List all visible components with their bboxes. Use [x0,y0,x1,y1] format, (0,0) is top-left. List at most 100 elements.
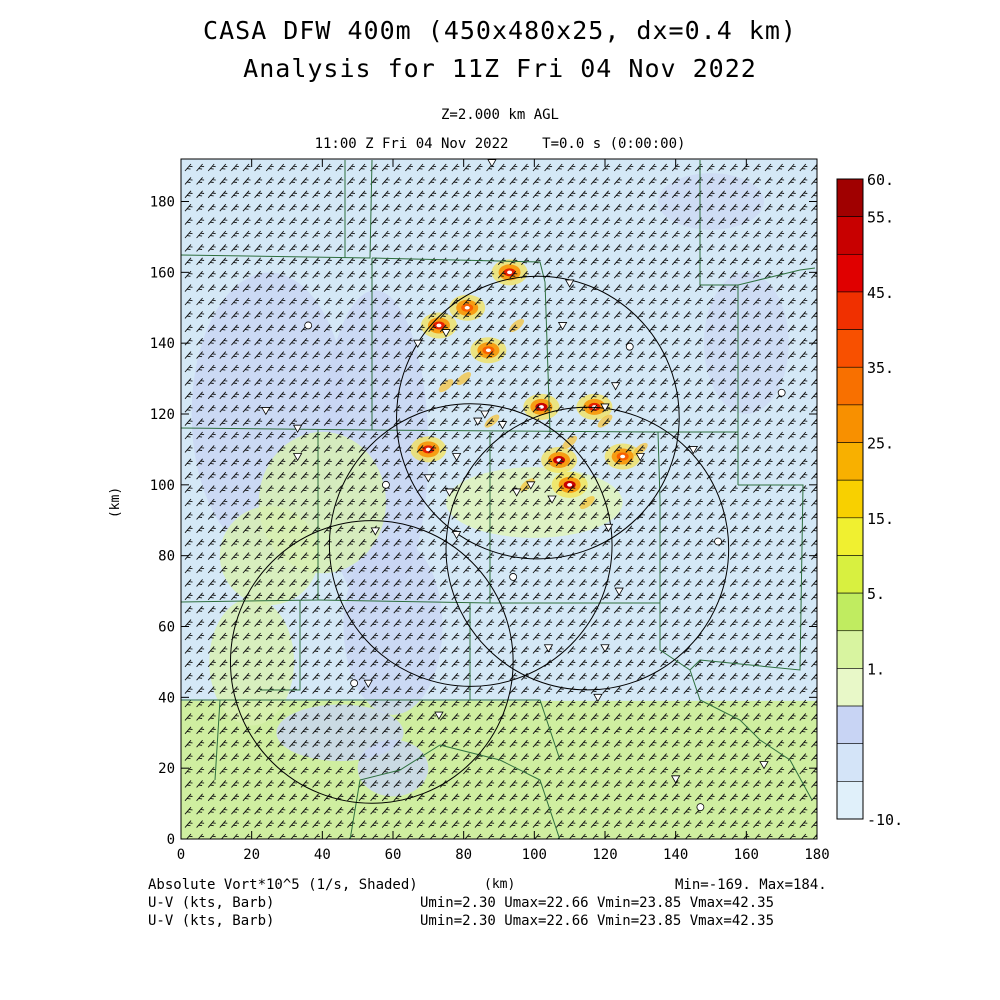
footer-field3: U-V (kts, Barb) [148,913,275,929]
colorbar-swatch-15 [836,743,864,782]
colorbar-swatch-14 [836,705,864,745]
county-line-2 [371,257,546,283]
wind-barbs [184,163,817,839]
colorbar-label-3: 35. [867,359,894,377]
radar-station-marker-20 [370,527,381,536]
vorticity-streak-7 [438,379,454,393]
shade-patch-10 [357,739,429,797]
site-marker-7 [696,803,705,812]
x-tick-label-3: 60 [385,847,402,863]
radar-station-marker-30 [261,407,271,416]
y-tick-label-2: 40 [158,690,175,706]
vorticity-cell-eye [436,323,442,328]
radar-station-marker-28 [759,761,769,770]
radar-station-marker-23 [543,644,554,653]
plot-frame [180,158,818,840]
radar-station-marker-16 [526,481,536,490]
colorbar-swatch-16 [836,781,864,820]
vorticity-cell-eye [507,270,513,275]
radar-station-marker-14 [423,474,434,483]
county-line-16 [349,744,441,839]
colorbar-label-4: 25. [867,435,894,453]
colorbar-label-7: 1. [867,660,885,678]
vorticity-cell-7 [551,471,588,498]
colorbar-swatch-1 [836,216,864,255]
vorticity-streak-0 [456,372,472,386]
site-marker-6 [350,679,359,688]
radar-station-marker-6 [473,417,483,426]
site-marker-4 [714,537,722,546]
radar-station-marker-15 [511,488,522,497]
radar-station-marker-0 [487,159,497,168]
radar-station-marker-25 [434,711,444,720]
radar-station-marker-2 [557,322,568,331]
county-line-19 [260,600,301,691]
y-tick-label-9: 180 [150,195,175,211]
radar-station-marker-7 [497,421,508,430]
radar-station-marker-5 [480,410,490,419]
radar-station-marker-17 [547,495,557,504]
radar-station-marker-22 [600,644,610,653]
vorticity-cell-5 [523,393,560,420]
vorticity-streak-4 [579,495,595,510]
county-line-11 [659,484,804,671]
x-tick-label-0: 0 [177,847,185,863]
shade-patch-4 [258,431,386,574]
radar-station-marker-27 [670,775,681,784]
colorbar-swatch-6 [836,404,864,443]
site-marker-5 [777,388,786,397]
colorbar-swatch-7 [836,442,864,481]
y-tick-label-7: 140 [150,336,175,352]
colorbar-label-1: 55. [867,209,894,227]
colorbar-label-0: 60. [867,171,894,189]
radar-range-ring-1 [328,403,613,687]
y-tick-label-8: 160 [150,265,175,281]
y-tick-label-4: 80 [158,549,175,565]
vorticity-cell-9 [604,443,641,470]
x-tick-label-9: 180 [804,847,829,863]
vorticity-cell-8 [576,393,613,420]
footer-field1: Absolute Vort*10^5 (1/s, Shaded) [148,877,418,893]
vorticity-cell-eye [485,348,491,353]
x-tick-label-2: 40 [314,847,331,863]
colorbar-swatch-9 [836,517,864,556]
site-marker-1 [625,342,634,351]
colorbar-label-6: 5. [867,585,885,603]
radar-station-marker-19 [451,531,462,540]
footer-uv2: Umin=2.30 Umax=22.66 Vmin=23.85 Vmax=42.… [420,913,775,929]
wind-barb-paths [184,163,817,839]
county-line-10 [470,699,561,761]
radar-station-marker-21 [614,587,624,596]
colorbar-swatch-4 [836,329,864,368]
colorbar-swatch-5 [836,366,864,406]
shade-patch-2 [343,538,443,715]
time-subtitle: 11:00 Z Fri 04 Nov 2022 T=0.0 s (0:00:00… [314,136,686,152]
radar-station-marker-9 [600,403,610,412]
county-line-17 [439,744,561,839]
colorbar-label-5: 15. [867,510,894,528]
footer-minmax: Min=-169. Max=184. [675,877,827,893]
radar-station-marker-11 [688,446,699,455]
colorbar-swatch-10 [836,555,864,594]
x-tick-label-8: 160 [734,847,759,863]
colorbar-swatch-3 [836,291,864,330]
y-axis-label: (km) [108,486,124,519]
colorbar-swatch-8 [836,479,864,519]
county-line-6 [317,500,661,604]
radar-station-marker-4 [413,339,423,348]
chart-title-line2: Analysis for 11Z Fri 04 Nov 2022 [243,54,757,83]
county-line-13 [699,160,738,286]
y-tick-label-0: 0 [167,832,175,848]
vorticity-streak-3 [562,435,578,449]
vorticity-cell-eye [464,305,470,310]
site-marker-2 [382,480,390,489]
radar-station-marker-13 [444,488,455,497]
radar-station-marker-1 [564,279,575,288]
level-subtitle: Z=2.000 km AGL [440,107,559,123]
county-line-0 [181,159,373,259]
colorbar-label-2: 45. [867,284,894,302]
site-marker-0 [304,321,313,330]
colorbar-swatch-12 [836,630,864,669]
colorbar-frame [836,178,864,820]
